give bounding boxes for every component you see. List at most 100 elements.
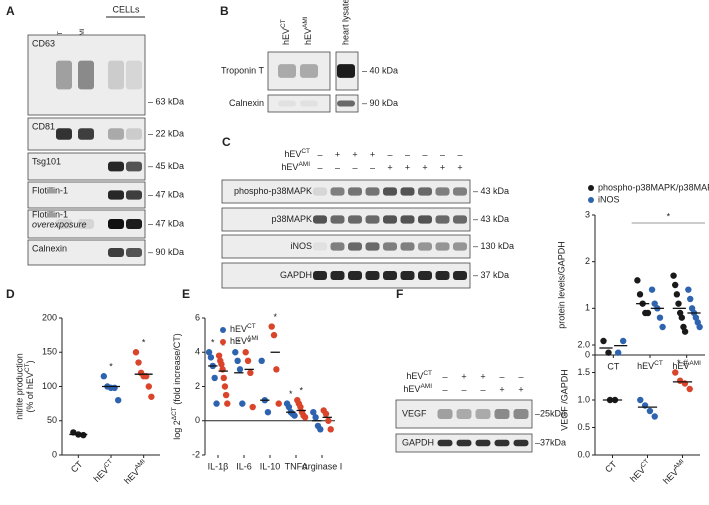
legend-marker [588,197,594,203]
treatment-mark: – [499,371,504,381]
blot-band [300,64,318,78]
blot-band [108,218,124,230]
treatment-mark: + [387,162,392,172]
y-tick-label: 3 [585,209,590,219]
treatment-mark: – [317,149,322,159]
size-label: – 90 kDa [362,98,398,108]
significance-mark: * [237,338,241,348]
blot-strip [221,207,471,232]
significance-mark: * # [677,358,688,368]
blot-band [400,215,415,224]
blot-band [418,271,432,280]
blot-band [453,215,467,224]
lane-label-sup: AMI [302,16,309,28]
y-axis-label: protein levels/GAPDH [556,241,566,329]
data-point [656,314,664,321]
data-point [222,391,230,399]
blot-band [453,242,467,251]
blot-band [348,187,362,196]
data-point [651,413,658,420]
y-axis-label-tail: ) [25,360,35,363]
row-label: Tsg101 [32,156,61,166]
data-point [636,291,644,298]
legend-label: hEVCT [230,323,256,334]
data-point [325,417,332,424]
data-point [221,383,229,390]
treatment-mark: – [387,149,392,159]
row-note: overexposure [32,219,87,229]
blot-band [126,60,142,90]
y-tick-label: 2 [195,381,200,391]
significance-mark: * [142,338,146,348]
blot-band [475,439,491,447]
blot-band [330,271,345,280]
data-point [310,408,317,416]
y-tick-label: 1 [585,303,590,313]
y-axis-label: nitrite production [14,353,24,420]
blot-strip [267,94,331,113]
y-tick-label: 0 [52,449,57,459]
lane-label-text: hEV [303,28,313,45]
treatment-mark: + [370,149,375,159]
data-point [681,328,689,335]
data-point [232,349,239,356]
treatment-mark: – [442,384,447,394]
blot-band [475,408,491,420]
data-point [249,403,256,411]
y-tick-label: 2.0 [577,339,590,349]
data-point [646,407,654,415]
blot-band [337,64,355,78]
size-label: –25kDa [535,408,566,418]
legend-marker [220,327,226,333]
y-axis-label: log 2ΔCT (fold increase/CT) [171,333,182,440]
blot-band [313,242,327,251]
x-tick-label-text: hEV [672,361,689,371]
y-tick-label: 150 [42,347,57,357]
y-axis-label: VEGF /GAPDH [559,369,569,431]
treatment-mark: – [370,162,375,172]
y-tick-label: 0.5 [577,422,590,432]
treatment-mark: – [440,149,445,159]
row-label: p38MAPK [271,214,312,224]
blot-band [383,271,397,280]
y-tick-label: 100 [42,381,57,391]
significance-mark: * [221,341,225,351]
blot-band [513,439,529,447]
y-tick-label: 6 [195,312,200,322]
data-point [111,384,118,392]
treatment-mark: + [352,149,357,159]
blot-band [78,218,94,230]
treatment-label-sup: AMI [298,161,310,168]
lane-label: heart lysate [340,0,350,45]
blot-band [300,100,318,107]
data-point [673,291,681,298]
blot-band [400,187,415,196]
legend-label: iNOS [598,194,620,204]
row-label: CD81 [32,121,55,131]
blot-band [348,215,362,224]
treatment-label-sup: CT [301,148,310,155]
x-tick-label: Arginase I [302,461,343,471]
x-tick-label: hEVAMI [672,360,701,371]
blot-band [78,128,94,140]
data-point [322,410,330,418]
row-label: Troponin T [221,65,265,75]
size-label: – 43 kDa [473,186,509,196]
x-tick-label: TNFα [285,461,308,471]
data-point [685,286,692,293]
blot-band [108,60,124,90]
legend-marker [220,339,226,345]
blot-band [313,187,327,196]
size-label: – 45 kDa [148,161,184,171]
size-label: – 90 kDa [148,247,184,257]
data-point [264,408,272,416]
blot-band [348,271,362,280]
data-point [236,366,244,373]
data-point [205,349,213,356]
data-point [275,400,282,407]
y-tick-label: 0.0 [577,449,590,459]
legend-label-sup: AMI [247,335,259,342]
treatment-mark: – [518,371,523,381]
data-point [242,349,249,356]
y-tick-label: 200 [42,312,57,322]
